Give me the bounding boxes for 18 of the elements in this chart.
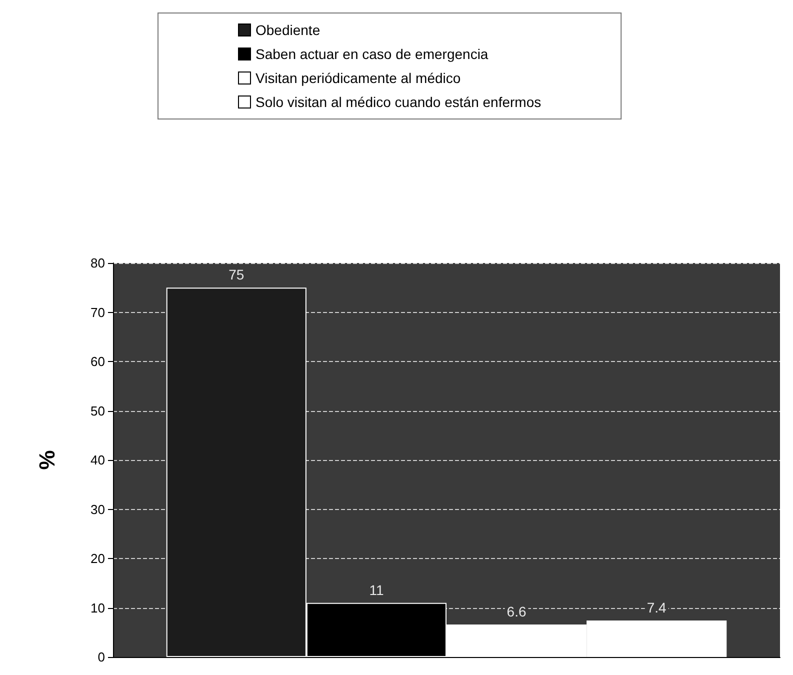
y-tick-label: 80	[90, 256, 105, 270]
legend-label: Saben actuar en caso de emergencia	[256, 46, 488, 62]
y-axis-title: %	[34, 450, 60, 470]
data-label: 75	[228, 266, 244, 283]
legend-label: Solo visitan al médico cuando están enfermos	[256, 94, 542, 110]
y-tick-label: 0	[98, 650, 105, 664]
y-tick-label: 40	[90, 452, 105, 468]
y-tick-label: 30	[90, 502, 105, 517]
data-label: 6.6	[506, 603, 526, 620]
data-label: 11	[369, 582, 384, 598]
y-tick-label: 60	[90, 354, 105, 369]
data-label: 7.4	[646, 600, 667, 616]
legend-label: Obediente	[256, 22, 320, 38]
legend-label: Visitan periódicamente al médico	[256, 70, 461, 86]
y-tick-label: 70	[90, 304, 105, 320]
y-tick-label: 10	[90, 600, 105, 616]
y-tick-label: 50	[90, 403, 105, 418]
y-tick-label: 20	[90, 551, 105, 566]
